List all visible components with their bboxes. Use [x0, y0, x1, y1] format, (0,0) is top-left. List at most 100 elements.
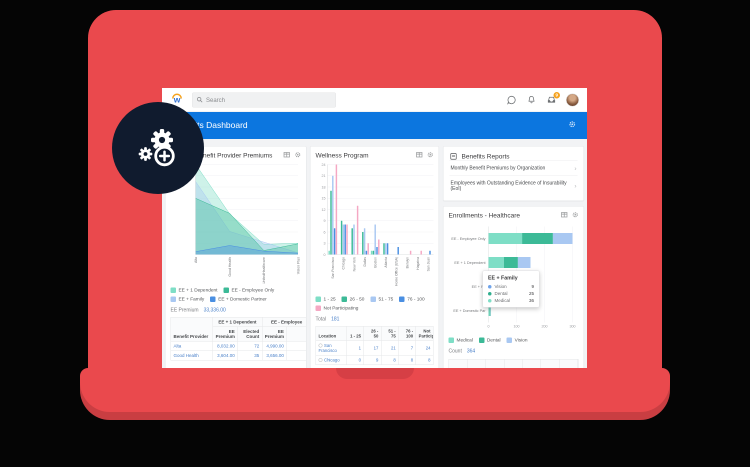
benefit-provider-link[interactable]: Alta: [170, 340, 214, 351]
table-row: Alta 8,032.00 72 4,990.00: [170, 340, 306, 351]
premiums-card-title: Monthly Benefit Provider Premiums: [170, 151, 273, 160]
table-cell[interactable]: 8,032.00: [212, 340, 238, 351]
premiums-card: Monthly Benefit Provider Premiums 0.001,…: [165, 146, 307, 372]
premiums-summary-label: EE Premium: [170, 307, 199, 313]
table-cell[interactable]: 8: [415, 354, 434, 365]
legend-item[interactable]: Dental: [478, 337, 501, 343]
view-toggle-icon[interactable]: [283, 152, 291, 159]
table-cell[interactable]: 8: [398, 354, 417, 365]
gears-plus-icon: [138, 129, 175, 167]
legend-swatch-icon: [399, 296, 405, 302]
legend-item[interactable]: Medical: [448, 337, 473, 343]
table-cell: [286, 340, 306, 351]
table-cell[interactable]: 35: [237, 350, 263, 361]
table-cell[interactable]: 0: [346, 354, 364, 365]
legend-item[interactable]: EE - Employee Only: [223, 287, 274, 293]
enrollments-card-title: Enrollments - Healthcare: [448, 211, 521, 220]
table-cell[interactable]: 9: [363, 354, 382, 365]
table-cell[interactable]: 24: [415, 340, 434, 356]
legend-label: 26 - 50: [349, 296, 365, 302]
legend-item[interactable]: 76 - 100: [399, 296, 425, 302]
legend-label: 51 - 75: [378, 296, 394, 302]
table-cell[interactable]: 8: [380, 354, 399, 365]
report-link-row[interactable]: Employees with Outstanding Evidence of I…: [449, 175, 578, 197]
premiums-legend: EE + 1 Dependent EE - Employee Only EE + F…: [170, 287, 302, 305]
table-cell[interactable]: 72: [237, 340, 263, 351]
table-row: San Francisco 1 17 21 7 24: [315, 340, 434, 356]
view-toggle-icon[interactable]: [416, 152, 423, 159]
column-header: 51 - 75: [380, 325, 399, 341]
workday-logo-icon[interactable]: w: [170, 93, 184, 107]
svg-text:Berwyn: Berwyn: [405, 257, 409, 268]
legend-swatch-icon: [370, 296, 376, 302]
legend-item[interactable]: EE + 1 Dependent: [170, 287, 217, 293]
inbox-button[interactable]: 9: [546, 91, 560, 105]
location-link[interactable]: Chicago: [324, 357, 340, 363]
notifications-button[interactable]: [526, 94, 537, 105]
gear-icon[interactable]: [427, 152, 434, 159]
enrollments-card: Enrollments - Healthcare 0 100 200 300 EE - …: [443, 206, 584, 372]
column-group-header: EE - Employee: [261, 316, 306, 327]
legend-label: 76 - 100: [407, 296, 425, 302]
legend-item[interactable]: Not Participating: [315, 305, 359, 311]
logo-arc: [172, 93, 182, 99]
enrollments-count-value[interactable]: 364: [466, 348, 476, 354]
reports-icon: [450, 153, 457, 160]
svg-text:EE + 1 Dependent: EE + 1 Dependent: [454, 261, 486, 265]
column-header: Not Participating: [415, 325, 434, 341]
avatar[interactable]: [566, 93, 579, 107]
column-header: 1 - 25: [346, 325, 364, 341]
global-topbar: w Search 9: [162, 88, 587, 112]
table-cell[interactable]: 17: [363, 340, 382, 356]
premiums-summary-value[interactable]: 33,336.00: [203, 307, 226, 313]
logo-letter: w: [173, 94, 181, 105]
legend-item[interactable]: 26 - 50: [341, 296, 365, 302]
bell-icon: [528, 95, 535, 103]
search-icon: [196, 96, 203, 103]
wellness-bar-chart[interactable]: 0 3 6 9 12 15 18 21 24 San Francisco Chicago New Yo…: [316, 161, 435, 292]
report-link[interactable]: Employees with Outstanding Evidence of I…: [450, 180, 567, 192]
laptop-base-notch: [336, 368, 414, 379]
table-row: Chicago 0 9 8 8 8: [315, 354, 434, 365]
table-cell[interactable]: 21: [380, 340, 399, 356]
legend-swatch-icon: [170, 296, 176, 302]
report-link[interactable]: Monthly Benefit Premiums by Organization: [450, 165, 546, 172]
search-input[interactable]: Search: [192, 92, 336, 108]
legend-item[interactable]: EE + Family: [170, 296, 204, 302]
chat-button[interactable]: [506, 94, 517, 105]
legend-item[interactable]: 51 - 75: [370, 296, 393, 302]
wellness-total-value[interactable]: 181: [331, 316, 340, 322]
dashboard-settings-button[interactable]: [569, 121, 577, 131]
enrollments-count-label: Count: [448, 348, 462, 354]
benefit-provider-link[interactable]: Good Health: [170, 350, 214, 361]
svg-text:Atlanta: Atlanta: [384, 257, 388, 268]
legend-label: Medical: [456, 337, 473, 343]
tooltip-row: Dental 25: [488, 291, 534, 296]
table-cell[interactable]: 3,656.00: [261, 350, 287, 361]
view-toggle-icon[interactable]: [561, 212, 568, 219]
inbox-tray-icon: [547, 96, 556, 103]
tooltip-series-value: 25: [528, 291, 534, 296]
report-link-row[interactable]: Monthly Benefit Premiums by Organization…: [449, 160, 578, 176]
svg-text:24: 24: [321, 163, 325, 167]
tooltip-row: Vision 9: [488, 284, 534, 289]
gear-icon[interactable]: [572, 212, 579, 219]
chat-icon: [507, 95, 516, 105]
svg-text:Good Health: Good Health: [228, 257, 232, 277]
reports-card: Benefits Reports Monthly Benefit Premium…: [443, 146, 584, 201]
legend-swatch-icon: [506, 337, 513, 343]
legend-item[interactable]: 1 - 25: [315, 296, 336, 302]
table-cell[interactable]: 1: [346, 340, 364, 356]
table-cell[interactable]: 4,990.00: [261, 340, 287, 351]
legend-item[interactable]: EE + Domestic Partner: [210, 296, 267, 302]
expand-icon[interactable]: [318, 358, 323, 363]
column-header: Location: [315, 325, 347, 341]
legend-swatch-icon: [315, 296, 321, 302]
table-cell[interactable]: 7: [398, 340, 417, 356]
column-header: [286, 326, 306, 342]
table-cell[interactable]: 3,604.00: [212, 350, 238, 361]
legend-item[interactable]: Vision: [506, 337, 527, 343]
gear-icon[interactable]: [295, 152, 302, 159]
legend-label: Not Participating: [323, 305, 359, 311]
location-link[interactable]: San Francisco: [318, 342, 337, 353]
